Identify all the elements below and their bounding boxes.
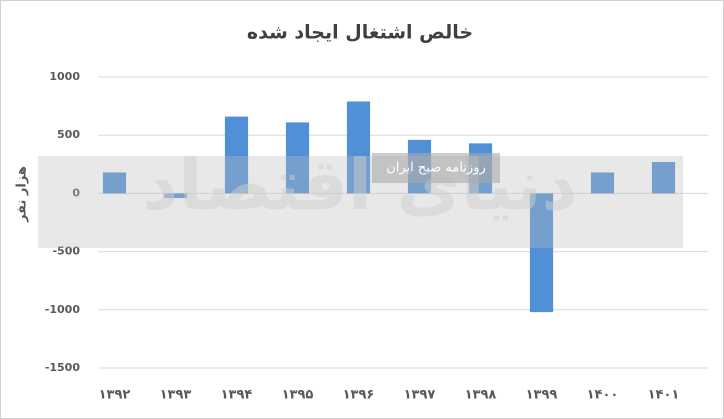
x-tick-label: ۱۴۰۰ bbox=[587, 388, 619, 403]
y-tick-label: -1500 bbox=[45, 361, 81, 374]
x-tick-label: ۱۳۹۲ bbox=[99, 388, 131, 403]
watermark-band bbox=[38, 156, 683, 248]
bar bbox=[651, 161, 676, 194]
y-tick-label: -1000 bbox=[45, 303, 81, 316]
x-tick-label: ۱۳۹۶ bbox=[343, 388, 375, 403]
bar bbox=[224, 116, 249, 194]
y-tick-label: 0 bbox=[72, 186, 80, 199]
y-tick-label: 500 bbox=[57, 128, 80, 141]
x-tick-label: ۱۳۹۳ bbox=[160, 388, 192, 403]
x-tick-label: ۱۳۹۵ bbox=[282, 388, 314, 403]
bar bbox=[529, 193, 554, 313]
watermark-subtitle: روزنامه صبح ایران bbox=[386, 161, 486, 176]
chart-title: خالص اشتغال ایجاد شده bbox=[247, 22, 473, 44]
bar bbox=[346, 101, 371, 194]
x-tick-label: ۱۳۹۸ bbox=[465, 388, 497, 403]
y-tick-label: 1000 bbox=[49, 70, 80, 83]
watermark-label-box bbox=[372, 153, 500, 183]
bar bbox=[285, 122, 310, 194]
y-axis-label: هزار نفر bbox=[15, 166, 30, 223]
x-tick-label: ۱۳۹۷ bbox=[404, 388, 436, 403]
x-tick-label: ۱۳۹۴ bbox=[221, 388, 253, 403]
x-tick-label: ۱۴۰۱ bbox=[648, 388, 680, 403]
y-tick-label: -500 bbox=[52, 245, 80, 258]
watermark: دنیای اقتصاد bbox=[142, 144, 577, 226]
bar bbox=[590, 172, 615, 194]
bar bbox=[102, 172, 127, 194]
bar bbox=[163, 193, 188, 199]
x-tick-label: ۱۳۹۹ bbox=[526, 388, 558, 403]
